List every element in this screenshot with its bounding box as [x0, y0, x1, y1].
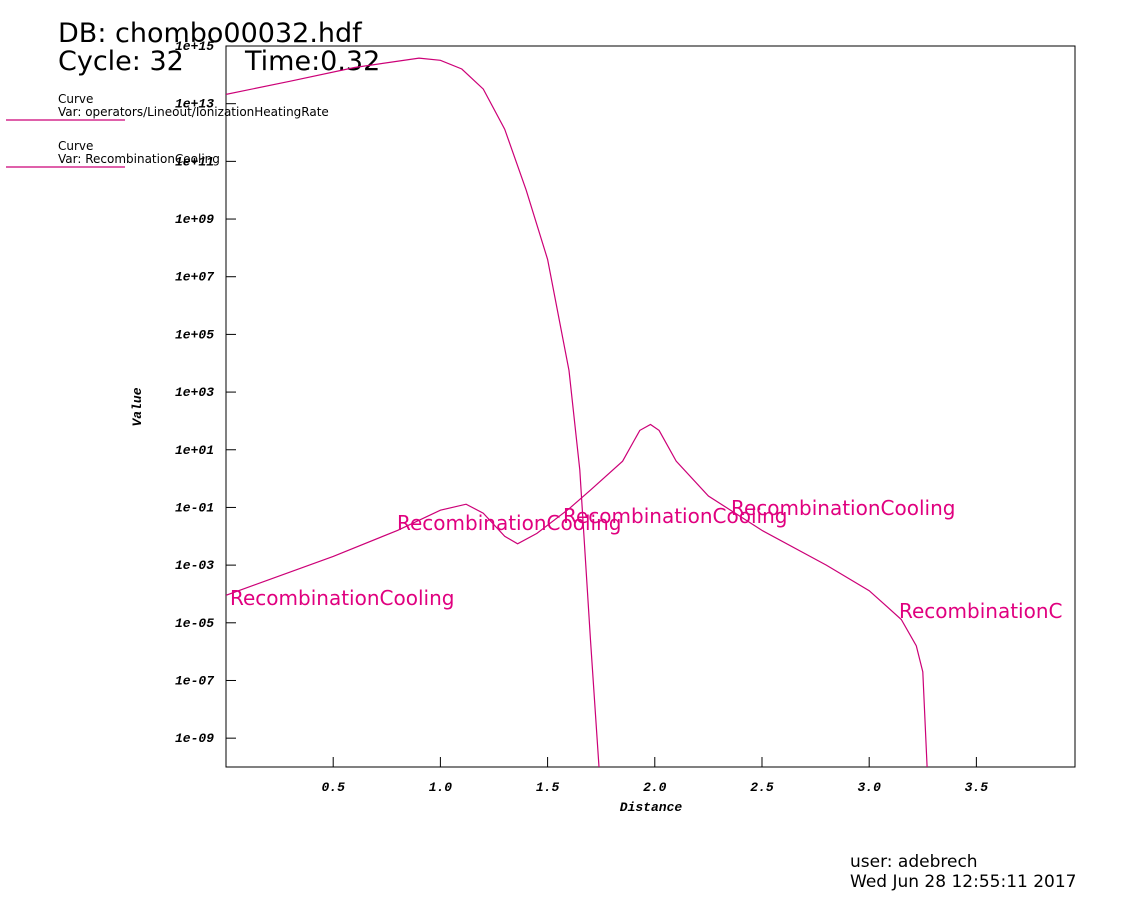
footer: Wed Jun 28 12:55:11 2017: [850, 872, 1077, 892]
legend-title: Curve: [58, 92, 93, 106]
curve-label: RecombinationCooling: [731, 496, 955, 520]
title: Cycle: 32: [58, 46, 184, 77]
title: Time:0.32: [244, 46, 380, 77]
curve-label: RecombinationCooling: [563, 504, 787, 528]
y-tick-label: 1e+01: [175, 443, 214, 458]
x-tick-label: 2.5: [750, 780, 774, 795]
x-tick-label: 0.5: [321, 780, 345, 795]
y-tick-label: 1e-03: [175, 558, 214, 573]
x-axis-label: Distance: [620, 800, 683, 815]
x-tick-label: 3.0: [857, 780, 881, 795]
legend-title: Curve: [58, 139, 93, 153]
y-tick-label: 1e+15: [175, 39, 214, 54]
curve: [226, 423, 928, 767]
y-tick-label: 1e+09: [175, 212, 214, 227]
y-tick-label: 1e+11: [175, 154, 214, 169]
y-tick-label: 1e-05: [175, 616, 214, 631]
x-tick-label: 1.5: [536, 780, 560, 795]
y-tick-label: 1e+13: [175, 97, 214, 112]
y-tick-label: 1e-09: [175, 731, 214, 746]
y-axis-label: Value: [130, 387, 145, 426]
plot-frame: [225, 45, 1076, 768]
y-tick-label: 1e-01: [175, 500, 214, 515]
curve-label: RecombinationC: [899, 599, 1062, 623]
plot-area: [226, 57, 928, 767]
y-tick-label: 1e+03: [175, 385, 214, 400]
y-tick-label: 1e-07: [175, 673, 214, 688]
curve-label: RecombinationCooling: [397, 511, 621, 535]
legend-label: Var: operators/Lineout/IonizationHeating…: [58, 105, 329, 119]
y-tick-label: 1e+05: [175, 327, 214, 342]
x-tick-label: 2.0: [643, 780, 667, 795]
curve-label: RecombinationCooling: [230, 586, 454, 610]
title: DB: chombo00032.hdf: [58, 18, 363, 49]
x-tick-label: 1.0: [429, 780, 453, 795]
x-tick-label: 3.5: [965, 780, 989, 795]
y-tick-label: 1e+07: [175, 270, 214, 285]
footer: user: adebrech: [850, 852, 978, 872]
legend-label: Var: RecombinationCooling: [58, 152, 220, 166]
curve: [226, 57, 600, 767]
